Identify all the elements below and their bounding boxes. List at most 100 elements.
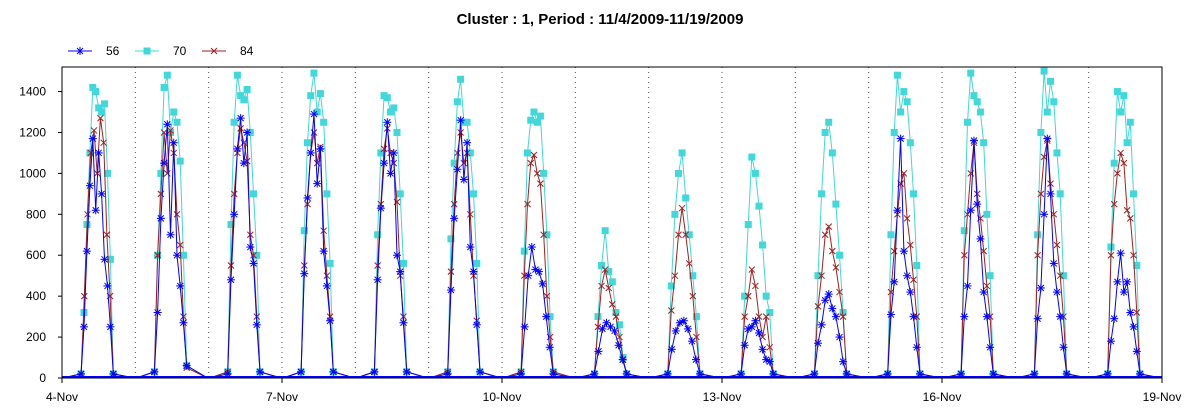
- marker-x: [163, 170, 171, 177]
- marker-x: [818, 272, 825, 280]
- y-tick-label: 600: [26, 248, 46, 262]
- marker-square: [1120, 92, 1128, 100]
- marker-square: [825, 118, 833, 126]
- marker-stroke: [210, 47, 218, 55]
- marker-x: [167, 127, 174, 134]
- marker-x: [814, 303, 822, 310]
- marker-asterisk: [821, 296, 830, 305]
- marker-x: [374, 262, 381, 269]
- marker-asterisk: [769, 369, 778, 378]
- marker-x: [832, 264, 840, 271]
- marker-asterisk: [614, 341, 623, 350]
- marker-asterisk: [618, 355, 627, 364]
- marker-asterisk: [976, 234, 985, 243]
- marker-square: [1113, 88, 1121, 96]
- marker-asterisk: [598, 324, 607, 333]
- marker-square: [1037, 128, 1045, 136]
- marker-stroke: [960, 251, 968, 259]
- marker-x: [748, 266, 756, 273]
- legend-label: 84: [240, 44, 254, 58]
- marker-stroke: [1034, 251, 1041, 259]
- marker-asterisk: [82, 247, 91, 256]
- marker-asterisk: [520, 322, 529, 331]
- series-line-84: [502, 153, 575, 379]
- marker-square: [835, 251, 843, 259]
- marker-asterisk: [297, 367, 306, 376]
- marker-asterisk: [100, 255, 109, 264]
- marker-stroke: [530, 151, 538, 159]
- series-line-56: [136, 124, 208, 379]
- marker-asterisk: [309, 110, 318, 119]
- marker-asterisk: [1113, 277, 1122, 286]
- marker-stroke: [762, 313, 770, 320]
- marker-asterisk: [1129, 322, 1138, 331]
- marker-x: [1110, 200, 1118, 208]
- marker-square: [964, 118, 972, 126]
- marker-stroke: [1056, 272, 1064, 280]
- marker-asterisk: [683, 324, 692, 333]
- series-line-70: [136, 75, 208, 379]
- marker-asterisk: [896, 134, 905, 143]
- marker-stroke: [594, 323, 602, 331]
- legend-item-84: 84: [202, 44, 254, 58]
- marker-stroke: [1133, 309, 1141, 316]
- marker-stroke: [748, 266, 756, 273]
- marker-stroke: [543, 292, 551, 300]
- marker-square: [967, 69, 975, 77]
- marker-asterisk: [163, 120, 172, 129]
- marker-x: [540, 231, 548, 239]
- marker-asterisk: [373, 275, 382, 284]
- legend-item-56: 56: [68, 44, 120, 58]
- marker-square: [682, 194, 690, 202]
- marker-square: [326, 259, 334, 267]
- marker-asterisk: [534, 267, 543, 276]
- marker-x: [601, 266, 609, 273]
- marker-stroke: [320, 227, 328, 235]
- marker-x: [890, 247, 898, 255]
- marker-stroke: [1114, 170, 1121, 177]
- marker-asterisk: [527, 243, 536, 252]
- legend: 56 70 84: [68, 44, 254, 58]
- y-tick-label: 800: [26, 207, 46, 221]
- marker-square: [692, 313, 700, 321]
- marker-square: [396, 190, 404, 198]
- series-line-84: [429, 132, 502, 379]
- x-tick-label: 16-Nov: [923, 390, 962, 404]
- series-line-84: [209, 128, 282, 379]
- chart-title: Cluster : 1, Period : 11/4/2009-11/19/20…: [456, 11, 744, 28]
- marker-stroke: [675, 231, 682, 239]
- marker-square: [1059, 272, 1067, 280]
- marker-asterisk: [979, 288, 988, 297]
- marker-x: [1120, 159, 1128, 167]
- marker-square: [230, 118, 238, 126]
- marker-stroke: [682, 231, 690, 239]
- marker-asterisk: [1046, 189, 1055, 198]
- marker-square: [762, 292, 770, 300]
- marker-asterisk: [1043, 134, 1052, 143]
- marker-x: [447, 268, 455, 275]
- marker-stroke: [450, 200, 458, 208]
- marker-asterisk: [106, 322, 115, 331]
- marker-square: [447, 235, 455, 243]
- marker-asterisk: [97, 189, 106, 198]
- marker-asterisk: [386, 169, 395, 178]
- marker-asterisk: [751, 316, 760, 325]
- marker-stroke: [1047, 180, 1054, 187]
- marker-stroke: [1037, 190, 1045, 198]
- marker-stroke: [741, 313, 749, 320]
- marker-asterisk: [88, 134, 97, 143]
- marker-square: [689, 272, 697, 280]
- marker-asterisk: [399, 318, 408, 327]
- marker-asterisk: [765, 357, 774, 366]
- marker-x: [533, 170, 541, 177]
- marker-x: [457, 129, 464, 136]
- series-line-84: [136, 130, 208, 379]
- marker-asterisk: [236, 114, 245, 123]
- marker-square: [1043, 108, 1051, 116]
- series-line-84: [1016, 140, 1088, 379]
- marker-stroke: [814, 303, 822, 310]
- marker-x: [752, 282, 759, 290]
- marker-square: [307, 92, 315, 100]
- marker-stroke: [601, 266, 609, 273]
